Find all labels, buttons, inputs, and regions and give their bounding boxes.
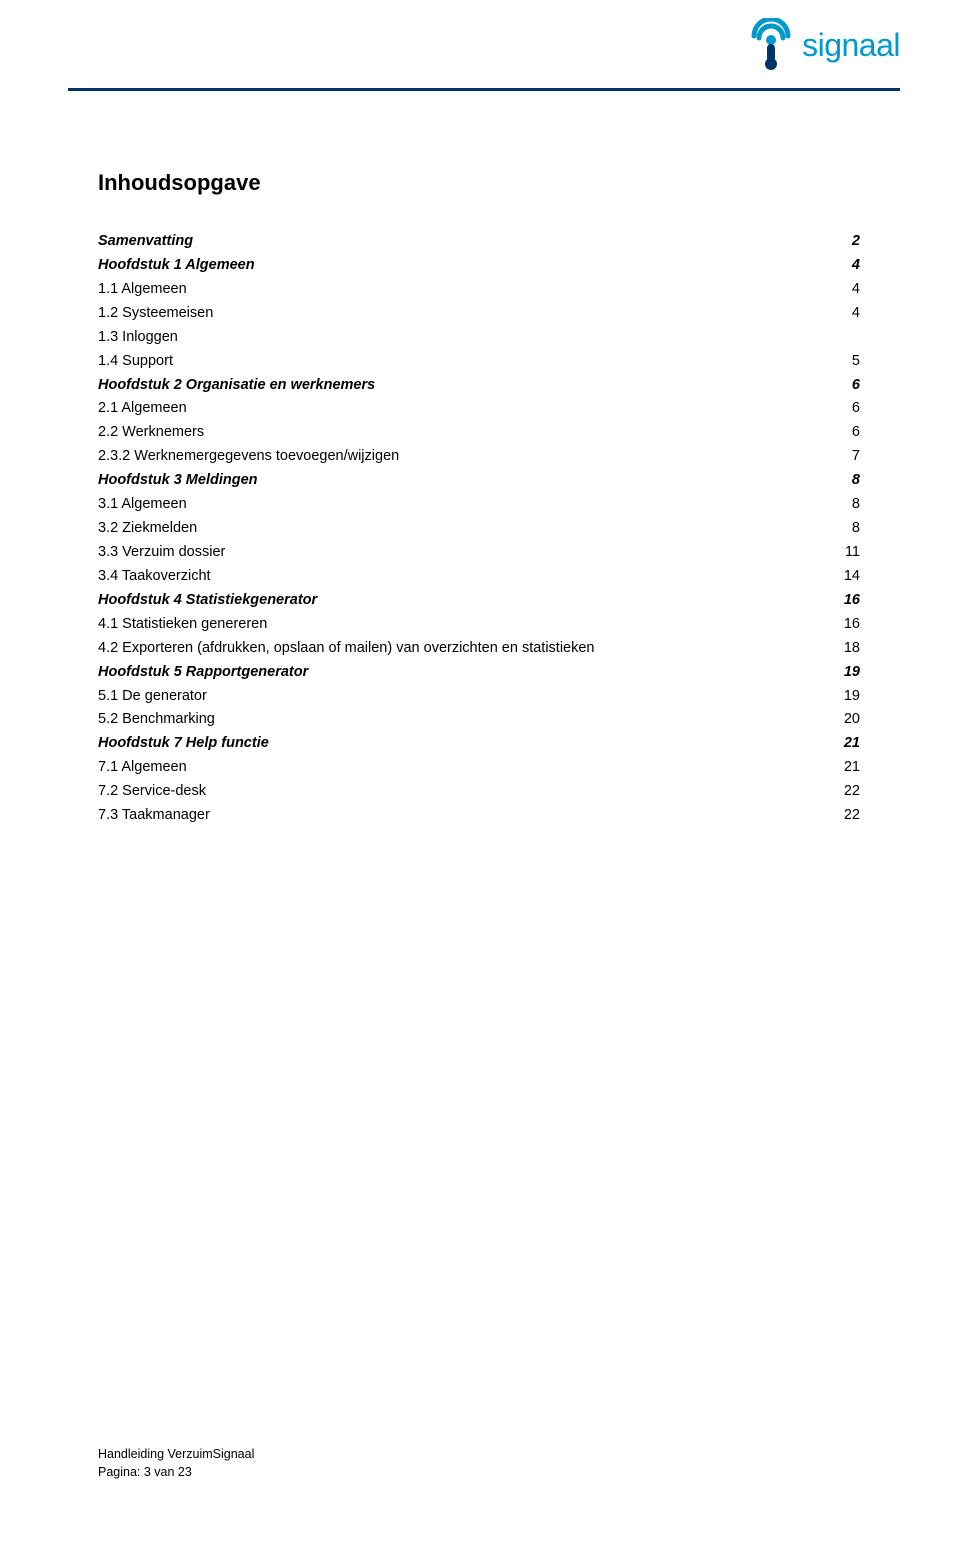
toc-page-number: 6 bbox=[850, 397, 860, 421]
toc-label: 1.3 Inloggen bbox=[98, 326, 178, 350]
brand-logo: signaal bbox=[746, 18, 900, 72]
toc-label: 4.2 Exporteren (afdrukken, opslaan of ma… bbox=[98, 637, 595, 661]
toc-page-number: 4 bbox=[850, 254, 860, 278]
toc-entry: 4.1 Statistieken genereren 16 bbox=[98, 613, 860, 637]
toc-page-number: 19 bbox=[842, 661, 860, 685]
toc-page-number: 5 bbox=[850, 350, 860, 374]
toc-label: 1.2 Systeemeisen bbox=[98, 302, 213, 326]
toc-entry: 2.1 Algemeen 6 bbox=[98, 397, 860, 421]
toc-label: 7.2 Service-desk bbox=[98, 780, 206, 804]
toc-page-number: 11 bbox=[843, 541, 860, 565]
toc-page-number: 16 bbox=[842, 589, 860, 613]
toc-entry: 2.2 Werknemers 6 bbox=[98, 421, 860, 445]
toc-label: 7.1 Algemeen bbox=[98, 756, 187, 780]
brand-name: signaal bbox=[802, 27, 900, 64]
toc-entry: 1.2 Systeemeisen 4 bbox=[98, 302, 860, 326]
toc-entry: 3.3 Verzuim dossier 11 bbox=[98, 541, 860, 565]
toc-label: 2.3.2 Werknemergegevens toevoegen/wijzig… bbox=[98, 445, 399, 469]
toc-page-number: 4 bbox=[850, 278, 860, 302]
toc-label: 4.1 Statistieken genereren bbox=[98, 613, 267, 637]
toc-page-number: 18 bbox=[842, 637, 860, 661]
toc-entry: 1.3 Inloggen bbox=[98, 326, 860, 350]
toc-entry: 4.2 Exporteren (afdrukken, opslaan of ma… bbox=[98, 637, 860, 661]
toc-list: Samenvatting2Hoofdstuk 1 Algemeen41.1 Al… bbox=[98, 230, 860, 828]
toc-label: 2.2 Werknemers bbox=[98, 421, 204, 445]
content-area: Inhoudsopgave Samenvatting2Hoofdstuk 1 A… bbox=[98, 170, 860, 828]
toc-entry: 5.2 Benchmarking 20 bbox=[98, 708, 860, 732]
toc-page-number: 22 bbox=[842, 804, 860, 828]
toc-entry: Hoofdstuk 7 Help functie 21 bbox=[98, 732, 860, 756]
toc-page-number: 8 bbox=[850, 493, 860, 517]
toc-page-number: 8 bbox=[850, 517, 860, 541]
toc-label: 2.1 Algemeen bbox=[98, 397, 187, 421]
toc-label: 3.3 Verzuim dossier bbox=[98, 541, 225, 565]
footer-doc-title: Handleiding VerzuimSignaal bbox=[98, 1445, 254, 1464]
footer-page-number: Pagina: 3 van 23 bbox=[98, 1463, 254, 1482]
toc-entry: Samenvatting 2 bbox=[98, 230, 860, 254]
toc-entry: 5.1 De generator 19 bbox=[98, 685, 860, 709]
toc-entry: Hoofdstuk 4 Statistiekgenerator 16 bbox=[98, 589, 860, 613]
toc-page-number: 4 bbox=[850, 302, 860, 326]
page-title: Inhoudsopgave bbox=[98, 170, 860, 196]
page-header: signaal bbox=[0, 0, 960, 120]
toc-entry: Hoofdstuk 1 Algemeen 4 bbox=[98, 254, 860, 278]
toc-label: 5.1 De generator bbox=[98, 685, 207, 709]
toc-label: 1.1 Algemeen bbox=[98, 278, 187, 302]
toc-label: 1.4 Support bbox=[98, 350, 173, 374]
toc-label: Hoofdstuk 3 Meldingen bbox=[98, 469, 258, 493]
toc-entry: Hoofdstuk 5 Rapportgenerator 19 bbox=[98, 661, 860, 685]
toc-page-number: 16 bbox=[842, 613, 860, 637]
toc-label: Hoofdstuk 1 Algemeen bbox=[98, 254, 255, 278]
toc-page-number: 21 bbox=[842, 732, 860, 756]
toc-label: 3.4 Taakoverzicht bbox=[98, 565, 211, 589]
document-page: signaal Inhoudsopgave Samenvatting2Hoofd… bbox=[0, 0, 960, 1542]
header-rule bbox=[68, 88, 900, 91]
toc-label: Hoofdstuk 4 Statistiekgenerator bbox=[98, 589, 317, 613]
toc-entry: 1.4 Support 5 bbox=[98, 350, 860, 374]
toc-entry: Hoofdstuk 2 Organisatie en werknemers 6 bbox=[98, 374, 860, 398]
toc-label: 3.1 Algemeen bbox=[98, 493, 187, 517]
toc-label: Hoofdstuk 5 Rapportgenerator bbox=[98, 661, 308, 685]
toc-label: 7.3 Taakmanager bbox=[98, 804, 210, 828]
page-footer: Handleiding VerzuimSignaal Pagina: 3 van… bbox=[98, 1445, 254, 1483]
toc-label: Hoofdstuk 7 Help functie bbox=[98, 732, 269, 756]
toc-page-number: 2 bbox=[850, 230, 860, 254]
toc-entry: 7.1 Algemeen 21 bbox=[98, 756, 860, 780]
toc-entry: Hoofdstuk 3 Meldingen 8 bbox=[98, 469, 860, 493]
toc-page-number: 6 bbox=[850, 421, 860, 445]
toc-label: 3.2 Ziekmelden bbox=[98, 517, 197, 541]
toc-entry: 3.2 Ziekmelden 8 bbox=[98, 517, 860, 541]
toc-entry: 7.2 Service-desk 22 bbox=[98, 780, 860, 804]
toc-page-number: 20 bbox=[842, 708, 860, 732]
toc-page-number: 19 bbox=[842, 685, 860, 709]
toc-label: Samenvatting bbox=[98, 230, 193, 254]
toc-page-number: 22 bbox=[842, 780, 860, 804]
toc-label: Hoofdstuk 2 Organisatie en werknemers bbox=[98, 374, 375, 398]
toc-entry: 7.3 Taakmanager 22 bbox=[98, 804, 860, 828]
toc-page-number: 14 bbox=[842, 565, 860, 589]
toc-label: 5.2 Benchmarking bbox=[98, 708, 215, 732]
toc-page-number: 6 bbox=[850, 374, 860, 398]
toc-page-number: 21 bbox=[842, 756, 860, 780]
toc-entry: 3.1 Algemeen 8 bbox=[98, 493, 860, 517]
signaal-icon bbox=[746, 18, 796, 72]
toc-entry: 1.1 Algemeen 4 bbox=[98, 278, 860, 302]
toc-entry: 2.3.2 Werknemergegevens toevoegen/wijzig… bbox=[98, 445, 860, 469]
toc-page-number: 8 bbox=[850, 469, 860, 493]
toc-page-number: 7 bbox=[850, 445, 860, 469]
toc-entry: 3.4 Taakoverzicht 14 bbox=[98, 565, 860, 589]
